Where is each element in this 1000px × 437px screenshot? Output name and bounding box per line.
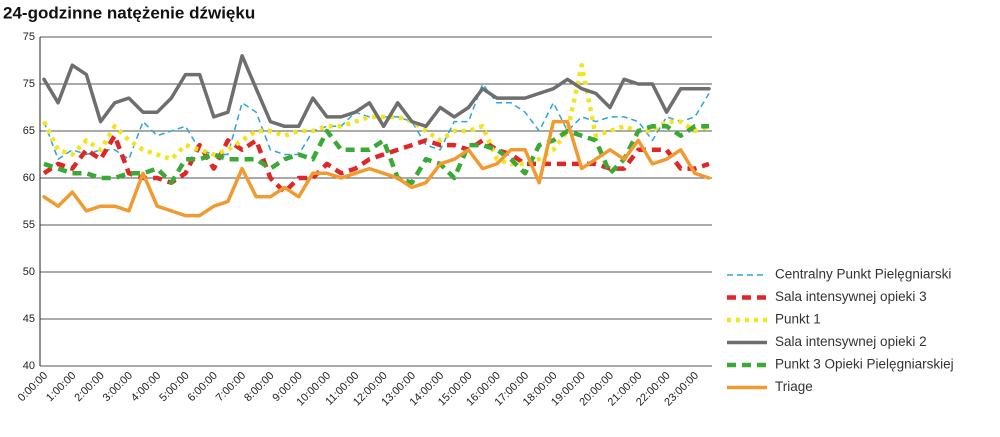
chart-title: 24-godzinne natężenie dźwięku xyxy=(3,3,255,22)
line-series xyxy=(42,119,711,218)
y-tick-label: 60 xyxy=(23,172,35,184)
line-series xyxy=(42,133,710,195)
y-tick-label: 75 xyxy=(23,78,35,90)
legend-label: Centralny Punkt Pielęgniarski xyxy=(775,267,951,282)
y-tick-label: 75 xyxy=(23,31,35,43)
y-tick-label: 45 xyxy=(23,313,35,325)
x-tick-label: 4:00:00 xyxy=(129,370,163,404)
legend-label: Punkt 1 xyxy=(775,312,821,327)
y-tick-label: 40 xyxy=(23,360,35,372)
line-series xyxy=(43,124,709,185)
legend-label: Triage xyxy=(775,379,813,394)
x-tick-label: 3:00:00 xyxy=(101,370,135,404)
y-tick-label: 65 xyxy=(23,125,35,137)
y-tick-label: 50 xyxy=(23,266,35,278)
x-tick-label: 0:00:00 xyxy=(16,370,50,404)
y-tick-label: 55 xyxy=(23,219,35,231)
x-tick-label: 7:00:00 xyxy=(214,370,248,404)
x-tick-label: 5:00:00 xyxy=(157,370,191,404)
legend-label: Sala intensywnej opieki 3 xyxy=(775,289,927,304)
x-tick-label: 1:00:00 xyxy=(44,370,78,404)
legend-label: Sala intensywnej opieki 2 xyxy=(775,334,927,349)
x-tick-label: 2:00:00 xyxy=(72,370,106,404)
legend-label: Punkt 3 Opieki Pielęgniarskiej xyxy=(775,357,954,372)
x-tick-label: 8:00:00 xyxy=(242,370,276,404)
x-tick-label: 6:00:00 xyxy=(186,370,220,404)
line-series xyxy=(42,54,711,129)
legend: Centralny Punkt Pielęgniarski Sala intens… xyxy=(727,267,954,394)
